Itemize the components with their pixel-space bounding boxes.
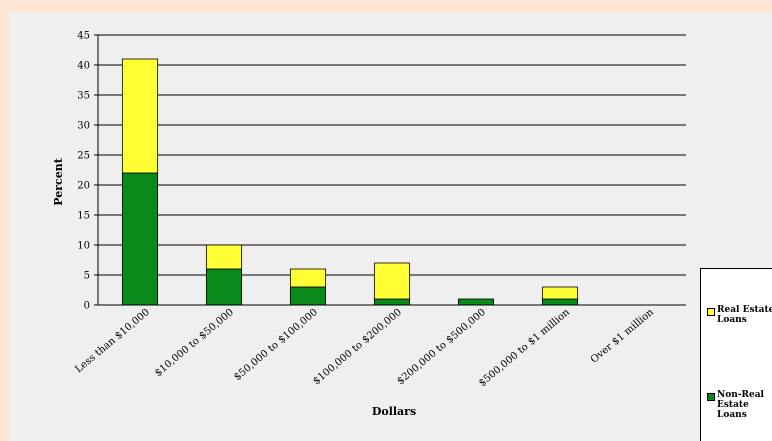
legend-item-real-estate: Real Estate Loans bbox=[707, 305, 772, 325]
x-tick-label: $100,000 to $200,000 bbox=[311, 307, 404, 387]
y-tick-labels: 0 5 10 15 20 25 30 35 40 45 bbox=[77, 31, 98, 312]
bar-segment-real-estate bbox=[205, 244, 243, 270]
y-tick-label: 10 bbox=[77, 241, 90, 252]
x-tick-label: $500,000 to $1 million bbox=[477, 307, 572, 390]
y-tick-label: 25 bbox=[77, 151, 90, 162]
x-tick-label: $10,000 to $50,000 bbox=[153, 307, 236, 379]
y-tick-label: 0 bbox=[84, 301, 90, 312]
y-axis-title: Percent bbox=[52, 157, 65, 205]
bar-segment-non-real-estate bbox=[205, 268, 243, 306]
x-tick-labels: Less than $10,000 $10,000 to $50,000$50,0… bbox=[73, 307, 656, 390]
y-tick-label: 5 bbox=[84, 271, 90, 282]
x-tick-label: Less than $10,000 bbox=[73, 307, 152, 375]
x-tick-label: Over $1 million bbox=[589, 307, 657, 366]
bars bbox=[121, 58, 579, 306]
x-tick-label: $50,000 to $100,000 bbox=[232, 307, 320, 383]
bar-segment-real-estate bbox=[121, 58, 159, 174]
legend-item-non-real-estate: Non-Real Estate Loans bbox=[707, 390, 772, 420]
legend-swatch-non-real-estate bbox=[707, 393, 715, 401]
bar-segment-real-estate bbox=[373, 262, 411, 300]
axes bbox=[97, 35, 686, 306]
chart-panel: 0 5 10 15 20 25 30 35 40 45 Less than $10,000 $10,… bbox=[10, 12, 772, 441]
y-tick-label: 20 bbox=[77, 181, 90, 192]
legend: Real Estate Loans Non-Real Estate Loans bbox=[700, 268, 772, 441]
x-axis-title: Dollars bbox=[372, 405, 416, 418]
bar-segment-real-estate bbox=[289, 268, 327, 288]
bar-segment-non-real-estate bbox=[121, 172, 159, 306]
y-tick-label: 45 bbox=[77, 31, 90, 42]
stacked-bar-chart: 0 5 10 15 20 25 30 35 40 45 Less than $10,000 $10,… bbox=[52, 31, 686, 418]
y-tick-label: 30 bbox=[77, 121, 90, 132]
legend-swatch-real-estate bbox=[707, 308, 715, 316]
x-tick-label: $200,000 to $500,000 bbox=[395, 307, 488, 387]
bar-segment-real-estate bbox=[541, 286, 579, 300]
legend-label-real-estate: Real Estate Loans bbox=[717, 305, 772, 325]
bar-segment-non-real-estate bbox=[289, 286, 327, 306]
bar-segment-non-real-estate bbox=[457, 298, 495, 306]
legend-label-non-real-estate: Non-Real Estate Loans bbox=[717, 390, 764, 420]
bar-segment-non-real-estate bbox=[373, 298, 411, 306]
grid-lines bbox=[98, 34, 686, 276]
y-tick-label: 15 bbox=[77, 211, 90, 222]
y-tick-label: 40 bbox=[77, 61, 90, 72]
y-tick-label: 35 bbox=[77, 91, 90, 102]
bar-segment-non-real-estate bbox=[541, 298, 579, 306]
